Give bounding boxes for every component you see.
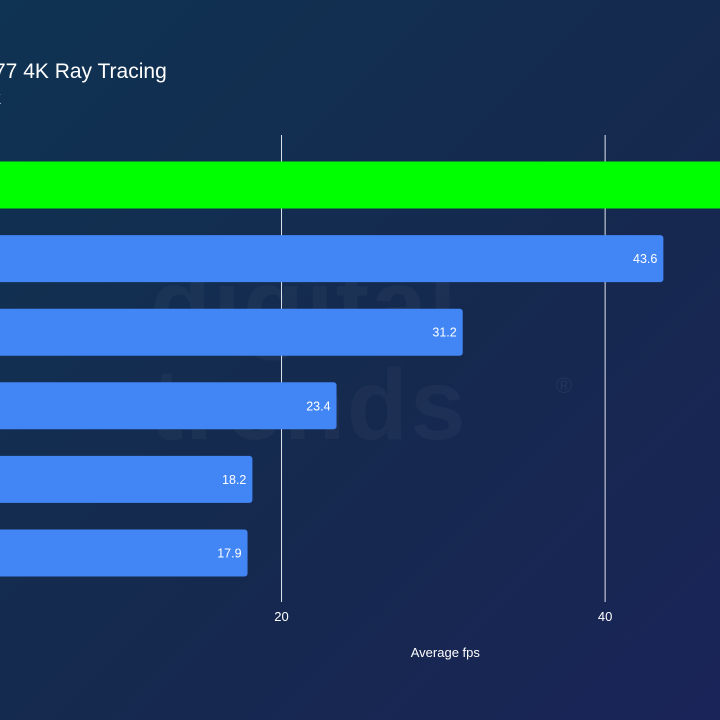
bar-value-label-5: 17.9 [217,547,241,561]
bar-value-label-4: 18.2 [222,473,246,487]
bar-value-label-1: 43.6 [633,252,657,266]
x-tick-label-40: 40 [598,609,612,624]
bar-1 [0,235,664,283]
bar-4 [0,455,253,503]
chart-subtitle: K [0,91,1,107]
bar-2 [0,308,463,356]
chart-title: 77 4K Ray Tracing [0,60,167,83]
bar-value-label-3: 23.4 [306,399,330,413]
bar-value-label-2: 31.2 [432,326,456,340]
bar-5 [0,529,248,577]
x-axis-title: Average fps [411,645,481,660]
x-tick-label-20: 20 [274,609,288,624]
bar-highlighted [0,161,720,209]
bar-3 [0,382,337,430]
